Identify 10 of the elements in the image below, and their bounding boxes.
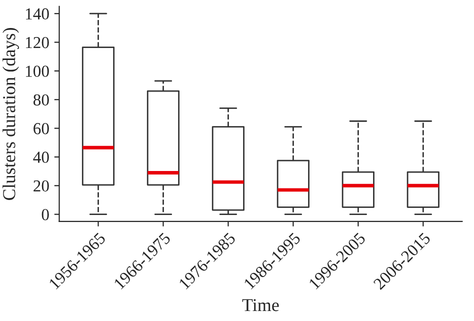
y-axis-title: Clusters duration (days): [2, 28, 19, 200]
y-tick-label: 100: [26, 66, 49, 77]
y-tick-label: 80: [33, 94, 49, 106]
y-tick-label: 20: [34, 180, 49, 192]
y-tick-label: 0: [42, 209, 49, 220]
y-tick-label: 40: [33, 152, 49, 163]
x-axis-title: Time: [242, 299, 279, 312]
y-tick-label: 60: [34, 122, 49, 134]
y-tick-label: 120: [26, 36, 49, 48]
y-tick-label: 140: [26, 8, 49, 20]
